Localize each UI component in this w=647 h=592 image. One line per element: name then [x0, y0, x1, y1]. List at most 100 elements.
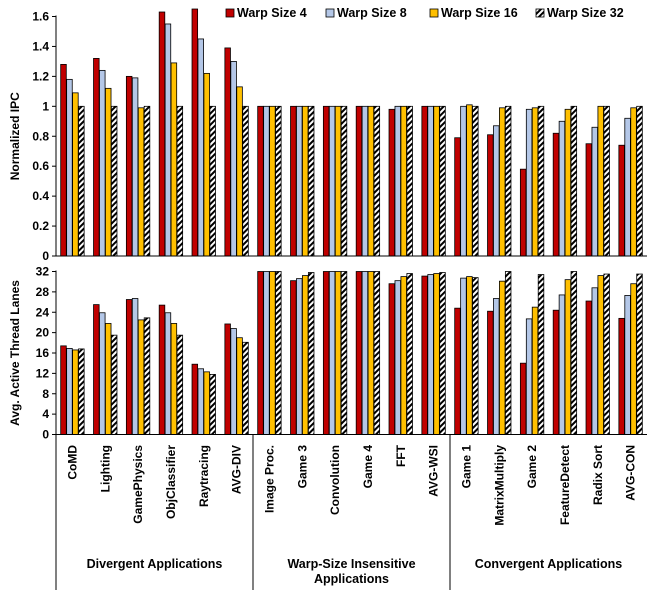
y-axis-label: Avg. Active Thread Lanes: [8, 280, 22, 426]
category-label: Game 1: [459, 445, 473, 489]
bar-avg-active-thread-lanes-0-16: [585, 300, 593, 435]
bar-avg-active-thread-lanes-3-15: [570, 271, 578, 435]
bar-avg-active-thread-lanes-0-13: [487, 310, 494, 435]
y-tick-label: 12: [36, 366, 50, 380]
bar-normalized-ipc-1-10: [394, 105, 401, 257]
bar-normalized-ipc-0-15: [552, 132, 560, 257]
bar-normalized-ipc-0-14: [519, 168, 527, 257]
bar-avg-active-thread-lanes-0-7: [290, 280, 297, 435]
bar-avg-active-thread-lanes-1-1: [99, 312, 106, 435]
bar-normalized-ipc-3-1: [110, 105, 118, 257]
bar-normalized-ipc-2-8: [334, 105, 342, 257]
bar-normalized-ipc-3-17: [636, 105, 643, 257]
y-tick-label: 1.6: [32, 10, 49, 24]
bar-avg-active-thread-lanes-3-16: [603, 273, 610, 435]
bar-avg-active-thread-lanes-1-4: [197, 368, 204, 435]
bar-normalized-ipc-1-11: [427, 105, 434, 257]
bar-normalized-ipc-2-6: [269, 105, 276, 257]
bar-normalized-ipc-2-13: [499, 107, 506, 257]
bar-normalized-ipc-0-10: [388, 108, 396, 257]
bar-avg-active-thread-lanes-2-16: [597, 275, 604, 435]
bar-avg-active-thread-lanes-0-9: [355, 271, 363, 435]
category-label: Raytracing: [197, 445, 211, 507]
bar-normalized-ipc-3-7: [307, 105, 315, 257]
bar-normalized-ipc-1-2: [131, 77, 139, 257]
bar-avg-active-thread-lanes-1-10: [394, 280, 401, 435]
y-tick-label: 0.2: [32, 219, 49, 233]
bar-avg-active-thread-lanes-3-13: [504, 271, 512, 435]
legend-label: Warp Size 8: [337, 6, 407, 20]
legend-swatch: [535, 8, 545, 18]
category-label: CoMD: [65, 445, 79, 480]
bar-normalized-ipc-0-3: [158, 11, 166, 257]
bar-avg-active-thread-lanes-2-12: [466, 276, 473, 435]
bar-avg-active-thread-lanes-1-17: [624, 295, 631, 435]
category-label: Image Proc.: [262, 445, 276, 513]
bar-normalized-ipc-2-9: [367, 105, 375, 257]
bar-normalized-ipc-3-13: [504, 105, 512, 257]
bar-normalized-ipc-1-3: [164, 23, 172, 257]
bar-normalized-ipc-2-10: [400, 105, 407, 257]
bar-avg-active-thread-lanes-1-9: [361, 271, 369, 435]
bar-normalized-ipc-2-7: [302, 105, 309, 257]
bar-normalized-ipc-1-14: [525, 108, 533, 257]
bar-normalized-ipc-1-15: [558, 120, 566, 257]
bar-normalized-ipc-3-2: [143, 105, 151, 257]
bar-normalized-ipc-2-12: [466, 104, 473, 257]
bar-avg-active-thread-lanes-2-7: [302, 275, 309, 435]
bar-avg-active-thread-lanes-0-12: [454, 307, 461, 435]
bar-avg-active-thread-lanes-3-11: [439, 272, 446, 435]
bar-normalized-ipc-2-15: [564, 108, 572, 257]
bar-avg-active-thread-lanes-2-1: [105, 323, 112, 435]
legend-swatch: [429, 8, 439, 18]
bar-avg-active-thread-lanes-2-10: [400, 276, 407, 435]
bar-normalized-ipc-3-4: [209, 105, 216, 257]
group-label: Convergent Applications: [475, 557, 623, 571]
bar-normalized-ipc-1-1: [99, 69, 106, 257]
category-label: AVG-WSI: [427, 445, 441, 497]
bar-avg-active-thread-lanes-0-14: [519, 362, 527, 435]
bar-avg-active-thread-lanes-2-17: [630, 283, 637, 435]
category-label: Game 2: [525, 445, 539, 489]
bar-normalized-ipc-0-4: [191, 8, 199, 257]
bar-avg-active-thread-lanes-2-13: [499, 280, 506, 435]
bar-avg-active-thread-lanes-0-11: [421, 275, 428, 435]
category-label: AVG-DIV: [230, 445, 244, 494]
bar-avg-active-thread-lanes-2-8: [334, 271, 342, 435]
bar-avg-active-thread-lanes-1-3: [164, 312, 172, 435]
bar-avg-active-thread-lanes-0-8: [322, 271, 330, 435]
bar-avg-active-thread-lanes-1-7: [296, 278, 303, 435]
y-tick-label: 24: [36, 305, 50, 319]
bar-avg-active-thread-lanes-2-15: [564, 279, 572, 435]
bar-avg-active-thread-lanes-1-8: [328, 271, 336, 435]
bar-normalized-ipc-2-4: [203, 72, 210, 257]
bar-normalized-ipc-1-12: [460, 105, 467, 257]
category-label: AVG-CON: [624, 445, 638, 501]
bar-normalized-ipc-1-4: [197, 38, 204, 257]
bar-avg-active-thread-lanes-3-6: [275, 271, 282, 435]
bar-normalized-ipc-2-3: [170, 62, 178, 257]
bar-normalized-ipc-0-11: [421, 105, 428, 257]
bar-avg-active-thread-lanes-3-9: [373, 271, 381, 435]
bar-avg-active-thread-lanes-1-5: [230, 328, 237, 435]
y-tick-label: 4: [42, 407, 49, 421]
bar-avg-active-thread-lanes-1-13: [493, 298, 500, 435]
bar-normalized-ipc-0-0: [60, 64, 67, 257]
legend-label: Warp Size 16: [441, 6, 518, 20]
y-tick-label: 8: [42, 387, 49, 401]
bar-avg-active-thread-lanes-3-10: [406, 273, 413, 435]
bar-avg-active-thread-lanes-1-12: [460, 277, 467, 435]
category-label: Game 3: [295, 445, 309, 489]
y-axis-label: Normalized IPC: [8, 92, 22, 180]
bar-normalized-ipc-3-3: [176, 105, 184, 257]
bar-normalized-ipc-3-16: [603, 105, 610, 257]
bar-normalized-ipc-2-1: [105, 87, 112, 257]
bar-normalized-ipc-3-11: [439, 105, 446, 257]
category-label: Convolution: [328, 445, 342, 515]
category-label: Radix Sort: [591, 445, 605, 505]
y-tick-label: 1: [42, 99, 49, 113]
bar-normalized-ipc-2-16: [597, 105, 604, 257]
bar-avg-active-thread-lanes-1-6: [263, 271, 270, 435]
bar-avg-active-thread-lanes-1-2: [131, 298, 139, 435]
bar-avg-active-thread-lanes-2-5: [236, 337, 243, 435]
